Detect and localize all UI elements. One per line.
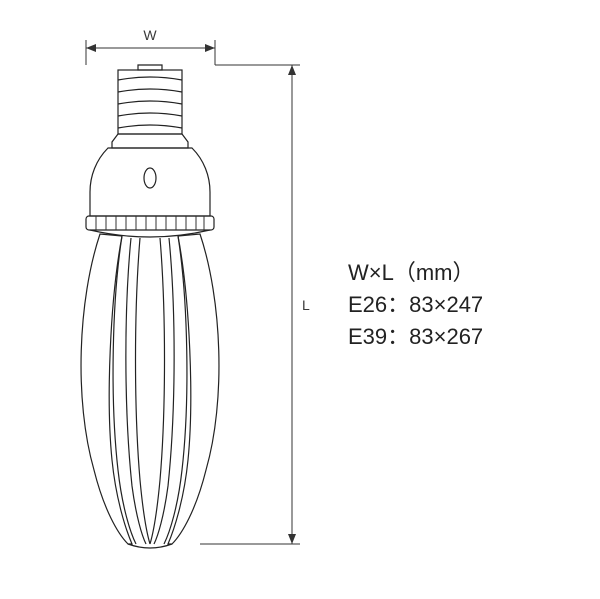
dimension-l-label: L [302,297,310,313]
spec-block: W×L（mm） E26：83×247 E39：83×267 [348,260,483,349]
dimension-l: L [200,65,310,544]
bulb-dimension-diagram: W L [0,0,600,599]
spec-heading: W×L（mm） [348,260,475,285]
bulb-screw-base [118,65,182,134]
dimension-w: W [86,27,215,65]
spec-row-0: E26：83×247 [348,292,483,317]
spec-row-1: E39：83×267 [348,324,483,349]
bulb-neck [86,134,214,237]
bulb-outline [81,65,219,548]
bulb-petals [81,234,219,548]
dimension-w-label: W [143,27,157,43]
